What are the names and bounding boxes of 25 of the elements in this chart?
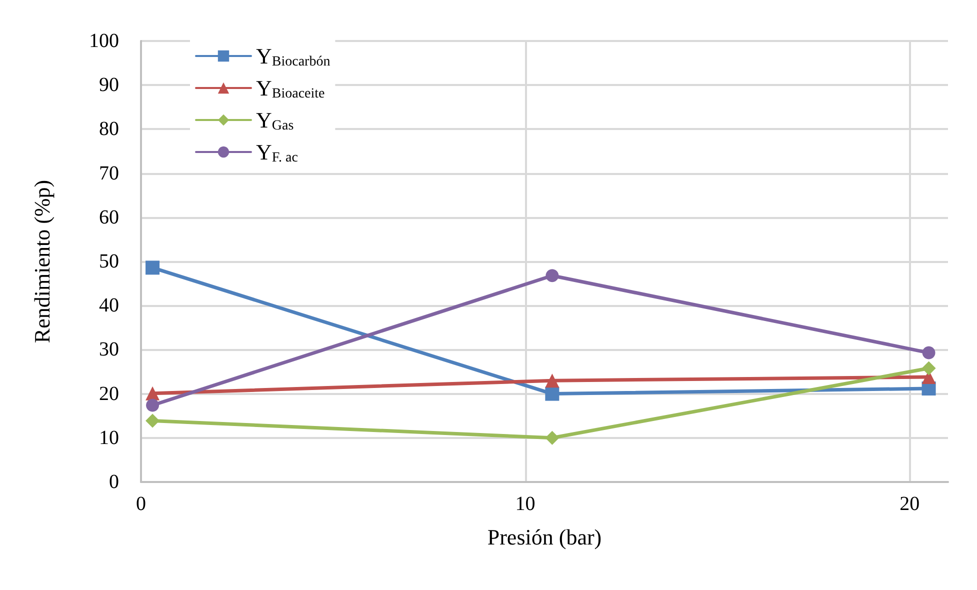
point [546, 269, 559, 282]
y-tick-label: 20 [99, 382, 119, 405]
y-tick-label: 0 [109, 471, 119, 493]
y-tick-label: 100 [89, 30, 119, 52]
point [922, 361, 936, 376]
y-tick-label: 30 [99, 338, 119, 361]
y-tick-label: 70 [99, 162, 119, 184]
point [146, 260, 160, 275]
point [922, 346, 936, 360]
x-tick-label: 10 [515, 493, 536, 515]
point [545, 374, 560, 388]
x-tick-label: 20 [900, 493, 920, 515]
point [545, 386, 560, 401]
y-tick-label: 80 [99, 118, 119, 140]
point [146, 414, 160, 428]
y-axis-title: Rendimiento (%p) [30, 180, 54, 344]
y-tick-label: 40 [99, 294, 119, 317]
y-tick-label: 60 [99, 206, 119, 228]
point [545, 430, 560, 445]
x-tick-label: 0 [136, 493, 146, 515]
y-tick-label: 90 [99, 74, 119, 96]
point [146, 398, 160, 412]
x-axis-title: Presión (bar) [487, 524, 602, 550]
y-tick-label: 10 [99, 426, 119, 449]
y-tick-label: 50 [99, 250, 119, 272]
